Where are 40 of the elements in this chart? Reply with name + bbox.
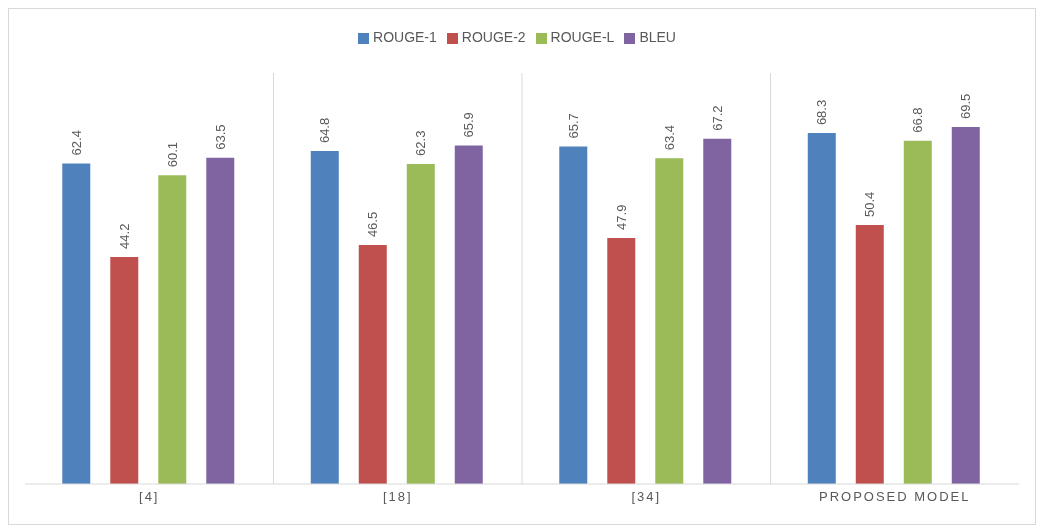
data-label: 63.4 bbox=[661, 124, 677, 151]
data-label: 67.2 bbox=[709, 105, 725, 131]
data-label: 44.2 bbox=[116, 223, 132, 249]
x-tick-label: PROPOSED MODEL bbox=[818, 489, 971, 505]
bar bbox=[358, 245, 387, 484]
data-label: 65.7 bbox=[565, 113, 581, 139]
data-label: 69.5 bbox=[958, 93, 974, 119]
data-label: 66.8 bbox=[910, 107, 926, 133]
data-label: 64.8 bbox=[317, 117, 333, 144]
bar bbox=[406, 163, 435, 484]
data-label: 68.3 bbox=[814, 99, 830, 126]
legend-label: ROUGE-L bbox=[550, 29, 615, 45]
data-label: 46.5 bbox=[365, 211, 381, 238]
data-label: 60.1 bbox=[164, 141, 180, 168]
bar bbox=[855, 225, 884, 484]
data-label: 50.4 bbox=[862, 191, 878, 218]
x-tick-label: [18] bbox=[382, 489, 413, 505]
x-tick-label: [4] bbox=[139, 489, 160, 505]
bar bbox=[110, 256, 139, 484]
x-tick-label: [34] bbox=[631, 489, 662, 505]
bar bbox=[607, 237, 636, 484]
bar bbox=[655, 158, 684, 484]
bar bbox=[62, 163, 91, 484]
bar bbox=[559, 146, 588, 484]
bar bbox=[807, 133, 836, 484]
data-label: 65.9 bbox=[461, 112, 477, 138]
data-label: 62.3 bbox=[413, 130, 429, 156]
bar bbox=[454, 145, 483, 484]
bar bbox=[310, 151, 339, 484]
bar bbox=[703, 138, 732, 484]
bar bbox=[206, 157, 235, 484]
bar bbox=[951, 126, 980, 484]
legend-label: ROUGE-1 bbox=[373, 29, 437, 45]
bar bbox=[158, 175, 187, 484]
legend-label: BLEU bbox=[639, 29, 676, 45]
legend-label: ROUGE-2 bbox=[461, 29, 526, 45]
data-label: 63.5 bbox=[212, 124, 228, 150]
data-label: 47.9 bbox=[613, 204, 629, 230]
data-label: 62.4 bbox=[68, 130, 84, 156]
bar bbox=[903, 140, 932, 484]
